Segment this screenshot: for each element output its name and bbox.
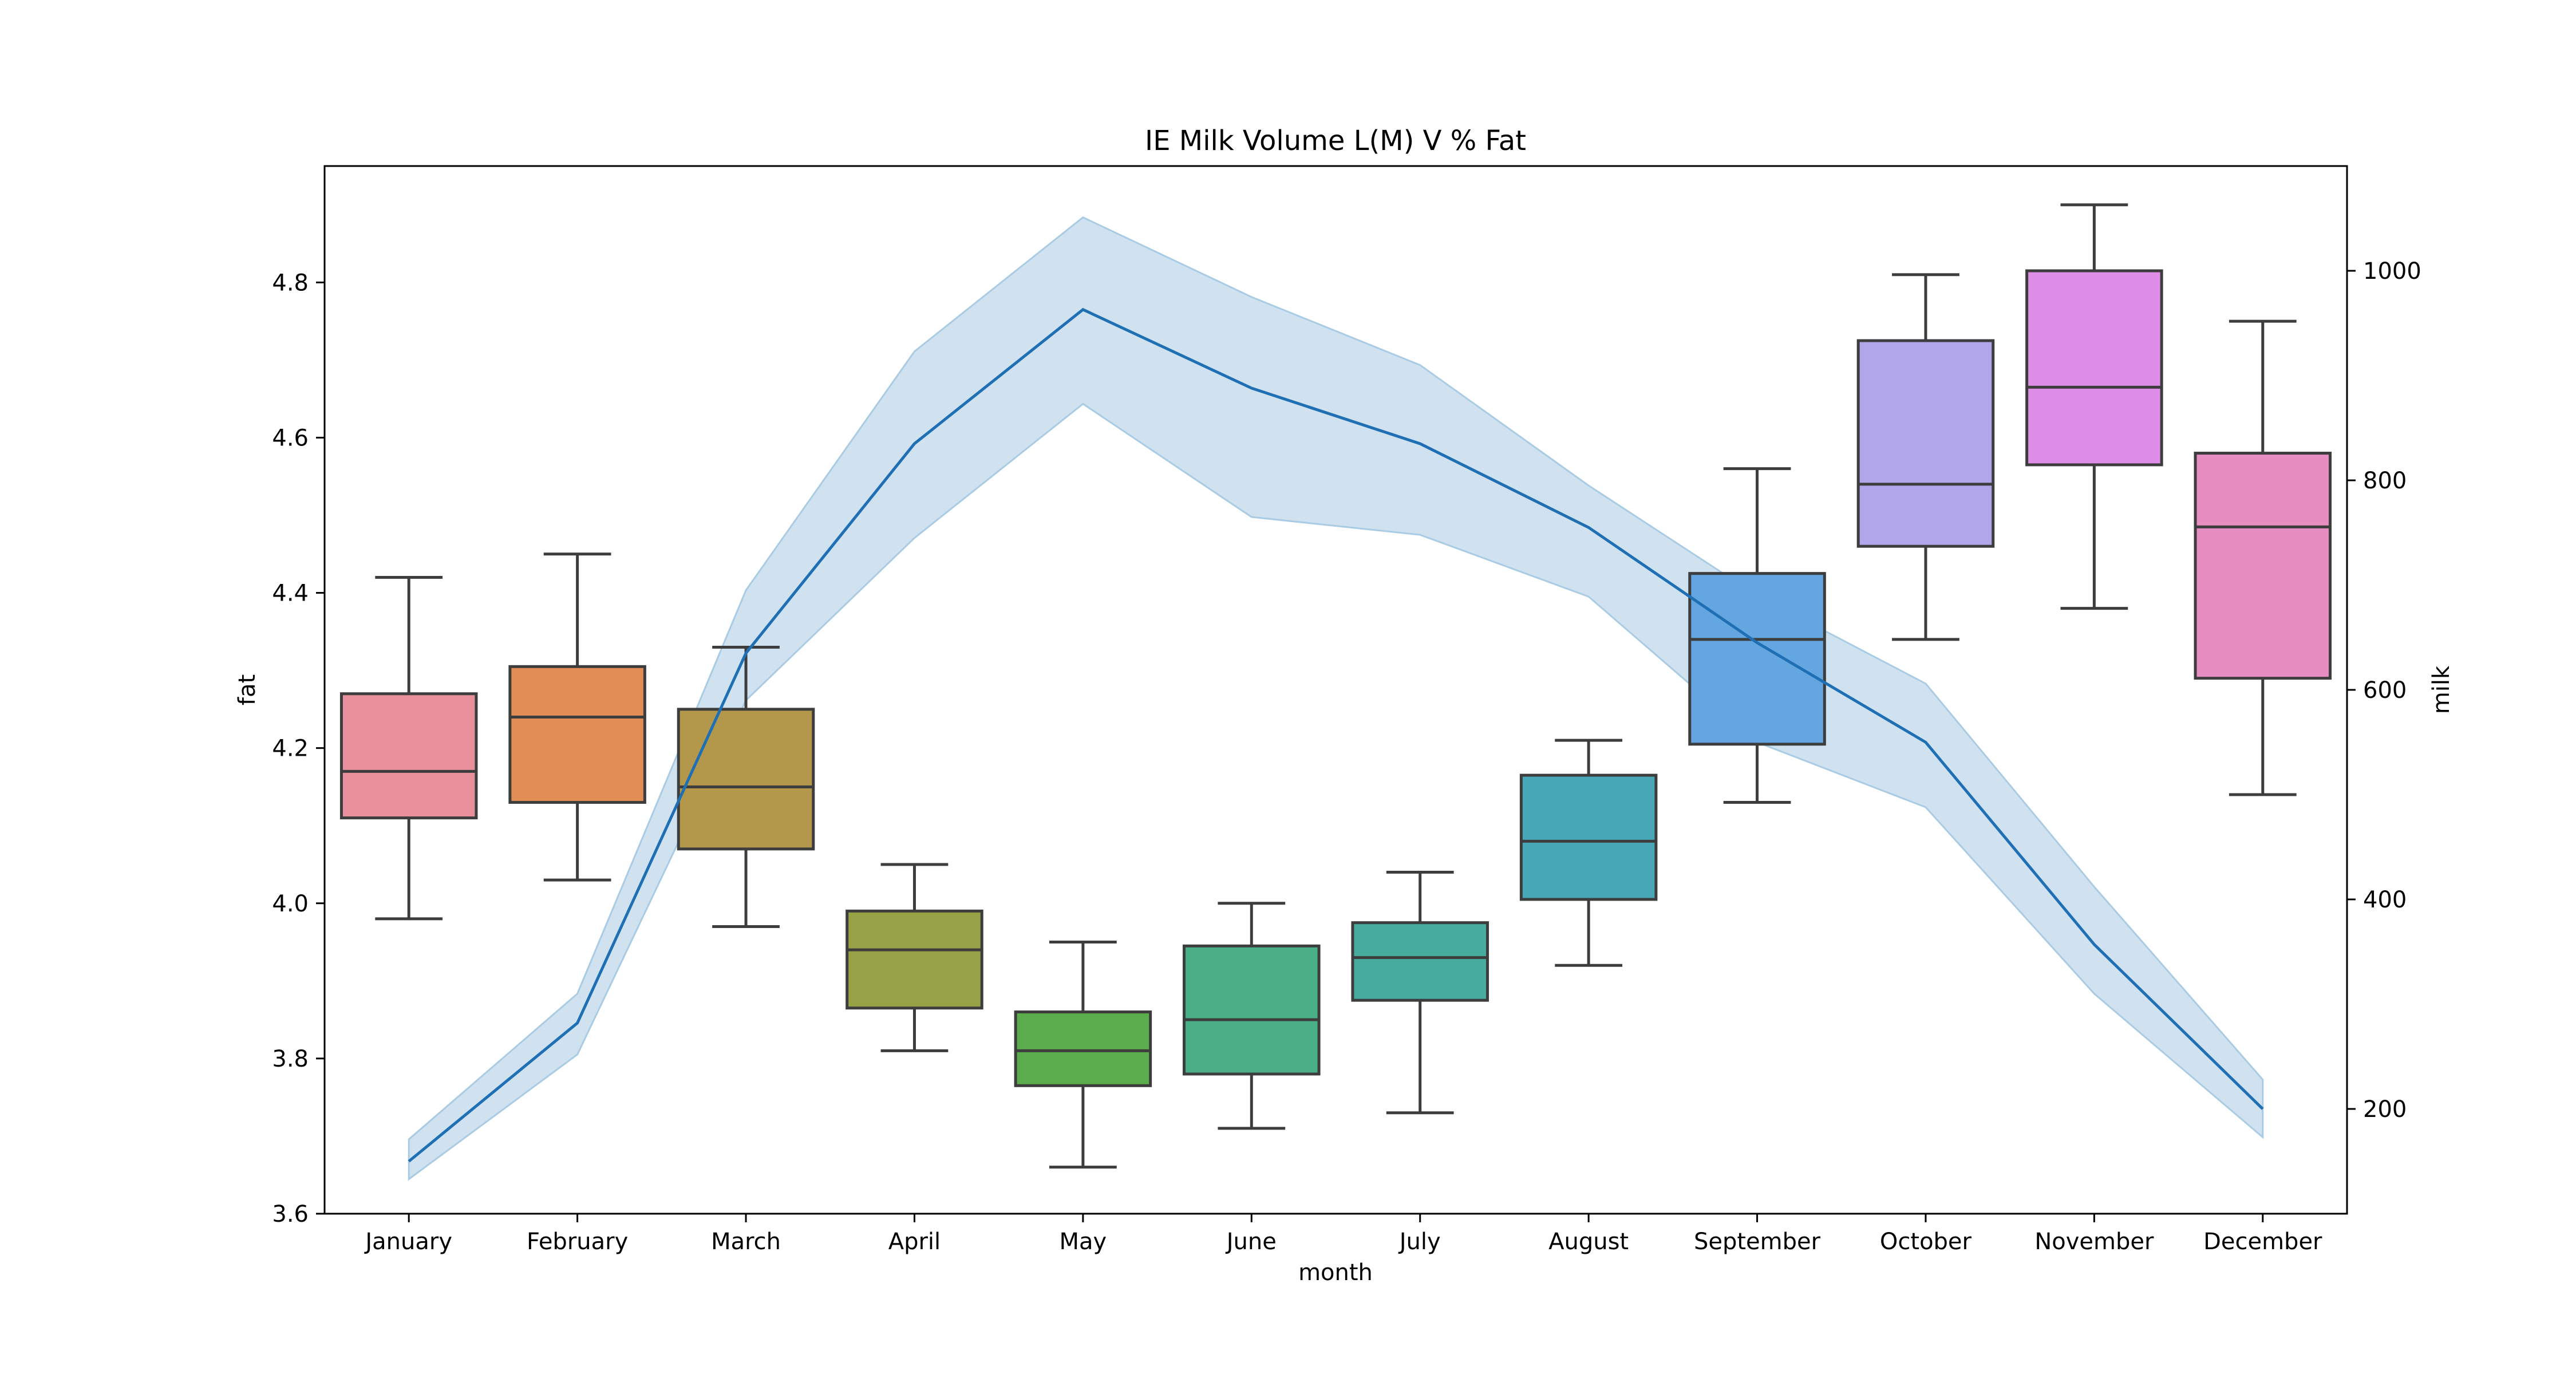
left-tick-label: 4.0 [272,891,309,917]
box-february [508,552,646,882]
box-april [846,863,983,1052]
box-iqr [677,708,815,851]
x-tick-label: July [1398,1229,1441,1255]
left-axis: 3.6 3.8 4.0 4.2 4.4 4.6 4.8 [272,270,325,1227]
box-iqr [339,692,478,820]
right-tick-label: 600 [2363,677,2407,704]
x-tick-label: December [2203,1229,2322,1255]
right-tick-label: 1000 [2363,258,2421,285]
x-tick-label: February [527,1229,628,1255]
x-tick-label: September [1694,1229,1821,1255]
x-tick-label: October [1880,1229,1972,1255]
box-iqr [508,665,646,804]
x-tick-label: May [1060,1229,1107,1255]
left-tick-label: 4.6 [272,425,309,451]
box-iqr [2025,269,2163,467]
box-iqr [1519,773,1658,901]
right-tick-label: 200 [2363,1096,2407,1123]
box-iqr [1856,339,1995,548]
box-may [1014,941,1152,1169]
right-axis-label: milk [2428,665,2455,714]
x-tick-label: April [888,1229,941,1255]
left-axis-label: fat [234,674,260,705]
box-iqr [846,909,983,1010]
left-tick-label: 3.8 [272,1046,309,1072]
box-iqr [1351,921,1489,1002]
left-tick-label: 4.2 [272,736,309,762]
box-iqr [2194,452,2332,680]
box-iqr [1183,944,1321,1076]
x-tick-label: November [2034,1229,2154,1255]
x-axis: January February March April May June July Augu… [364,1214,2322,1255]
box-september [1688,467,1826,804]
x-tick-label: June [1225,1229,1277,1255]
milk-confidence-band [408,216,2264,1181]
left-tick-label: 4.8 [272,270,309,296]
right-axis: 200 400 600 800 1000 [2347,258,2421,1123]
x-tick-label: March [711,1229,781,1255]
box-january [339,575,478,921]
box-june [1183,902,1321,1130]
x-axis-label: month [1298,1260,1373,1286]
box-iqr [1014,1010,1152,1087]
box-march [677,645,815,928]
left-tick-label: 3.6 [272,1201,309,1227]
chart-title: IE Milk Volume L(M) V % Fat [1145,125,1526,157]
milk-line-layer [408,307,2264,1163]
x-tick-label: January [364,1229,452,1255]
box-august [1519,739,1658,967]
box-july [1351,871,1489,1115]
milk-line [408,307,2264,1163]
box-october [1856,273,1995,641]
right-tick-label: 800 [2363,468,2407,494]
left-tick-label: 4.4 [272,581,309,607]
milk-confidence-band-layer [408,216,2264,1181]
box-iqr [1688,572,1826,746]
x-tick-label: August [1548,1229,1629,1255]
right-tick-label: 400 [2363,887,2407,913]
box-november [2025,203,2163,610]
box-layer [339,203,2332,1169]
box-december [2194,319,2332,796]
